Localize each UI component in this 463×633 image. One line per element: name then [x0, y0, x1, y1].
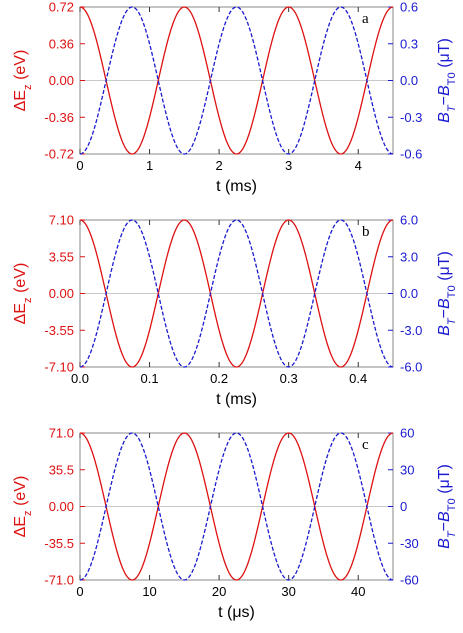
- y-right-tick-label: -60: [400, 573, 419, 588]
- x-tick-label: 0.0: [71, 371, 89, 386]
- x-tick-label: 0.1: [141, 371, 159, 386]
- y-right-tick-label: 0.6: [400, 0, 418, 15]
- x-axis-label: t (ms): [216, 178, 257, 195]
- y-left-tick-label: 0.72: [49, 0, 74, 15]
- y-left-tick-label: 0.00: [49, 499, 74, 514]
- y-right-tick-label: 6.0: [400, 213, 418, 228]
- y-left-tick-label: -3.55: [44, 323, 74, 338]
- y-right-axis-label: BT−BT0 (μT): [436, 251, 458, 336]
- x-tick-label: 40: [351, 584, 365, 599]
- series-line-delta-ez: [79, 219, 394, 368]
- y-left-tick-label: -0.36: [44, 110, 74, 125]
- y-right-tick-label: 0.0: [400, 286, 418, 301]
- x-tick-label: 1: [146, 158, 153, 173]
- chart-panel-c: 0 10 20 30 40 71.0 35.5 0.00 -35.5 -71.0 60 30 0 -30 -…: [12, 426, 458, 622]
- x-axis-label: t (μs): [218, 604, 255, 621]
- y-right-tick-label: -30: [400, 536, 419, 551]
- panel-label: a: [362, 11, 369, 27]
- x-tick-label: 0: [76, 158, 83, 173]
- y-right-tick-label: 60: [400, 426, 414, 441]
- y-right-axis-label: BT−BT0 (μT): [436, 38, 458, 123]
- y-right-tick-label: 30: [400, 462, 414, 477]
- y-right-tick-label: -3.0: [400, 323, 422, 338]
- series-line-delta-bt: [79, 219, 394, 368]
- x-tick-label: 30: [281, 584, 295, 599]
- x-tick-label: 3: [285, 158, 292, 173]
- x-tick-label: 4: [355, 158, 362, 173]
- y-right-tick-label: -0.3: [400, 110, 422, 125]
- y-left-tick-label: -0.72: [44, 147, 74, 162]
- x-tick-label: 0.4: [349, 371, 367, 386]
- x-axis-label: t (ms): [216, 391, 257, 408]
- x-tick-label: 2: [215, 158, 222, 173]
- x-tick-label: 0.2: [210, 371, 228, 386]
- y-left-tick-label: 7.10: [49, 213, 74, 228]
- x-tick-label: 0.3: [280, 371, 298, 386]
- y-left-tick-label: 71.0: [49, 426, 74, 441]
- x-tick-label: 20: [212, 584, 226, 599]
- y-left-tick-label: 0.00: [49, 286, 74, 301]
- y-left-tick-label: -7.10: [44, 360, 74, 375]
- y-left-tick-label: 3.55: [49, 249, 74, 264]
- chart-panel-b: 0.0 0.1 0.2 0.3 0.4 7.10 3.55 0.00 -3.55 -7.10 6.0…: [12, 213, 458, 409]
- y-right-tick-label: 0.0: [400, 73, 418, 88]
- y-left-tick-label: -35.5: [44, 536, 74, 551]
- x-tick-label: 10: [142, 584, 156, 599]
- y-right-tick-label: 3.0: [400, 249, 418, 264]
- series-line-delta-ez: [79, 432, 394, 581]
- panel-label: c: [362, 437, 369, 453]
- y-right-tick-label: 0.3: [400, 36, 418, 51]
- panel-label: b: [362, 224, 370, 240]
- chart-panel-a: 0 1 2 3 4 0.72 0.36 0.00 -0.36 -0.72 0.6 0.3 0.0 -0.3…: [12, 0, 458, 195]
- y-right-tick-label: 0: [400, 499, 407, 514]
- y-right-tick-label: -0.6: [400, 147, 422, 162]
- y-right-axis-label: BT−BT0 (μT): [436, 464, 458, 549]
- y-left-axis-label: ΔEz (eV): [12, 263, 34, 325]
- series-line-delta-ez: [79, 6, 394, 155]
- x-tick-label: 0: [76, 584, 83, 599]
- y-right-tick-label: -6.0: [400, 360, 422, 375]
- y-left-axis-label: ΔEz (eV): [12, 50, 34, 112]
- y-left-tick-label: -71.0: [44, 573, 74, 588]
- series-line-delta-bt: [79, 6, 394, 155]
- y-left-axis-label: ΔEz (eV): [12, 476, 34, 538]
- y-left-tick-label: 0.00: [49, 73, 74, 88]
- y-left-tick-label: 0.36: [49, 36, 74, 51]
- y-left-tick-label: 35.5: [49, 462, 74, 477]
- series-line-delta-bt: [79, 432, 394, 581]
